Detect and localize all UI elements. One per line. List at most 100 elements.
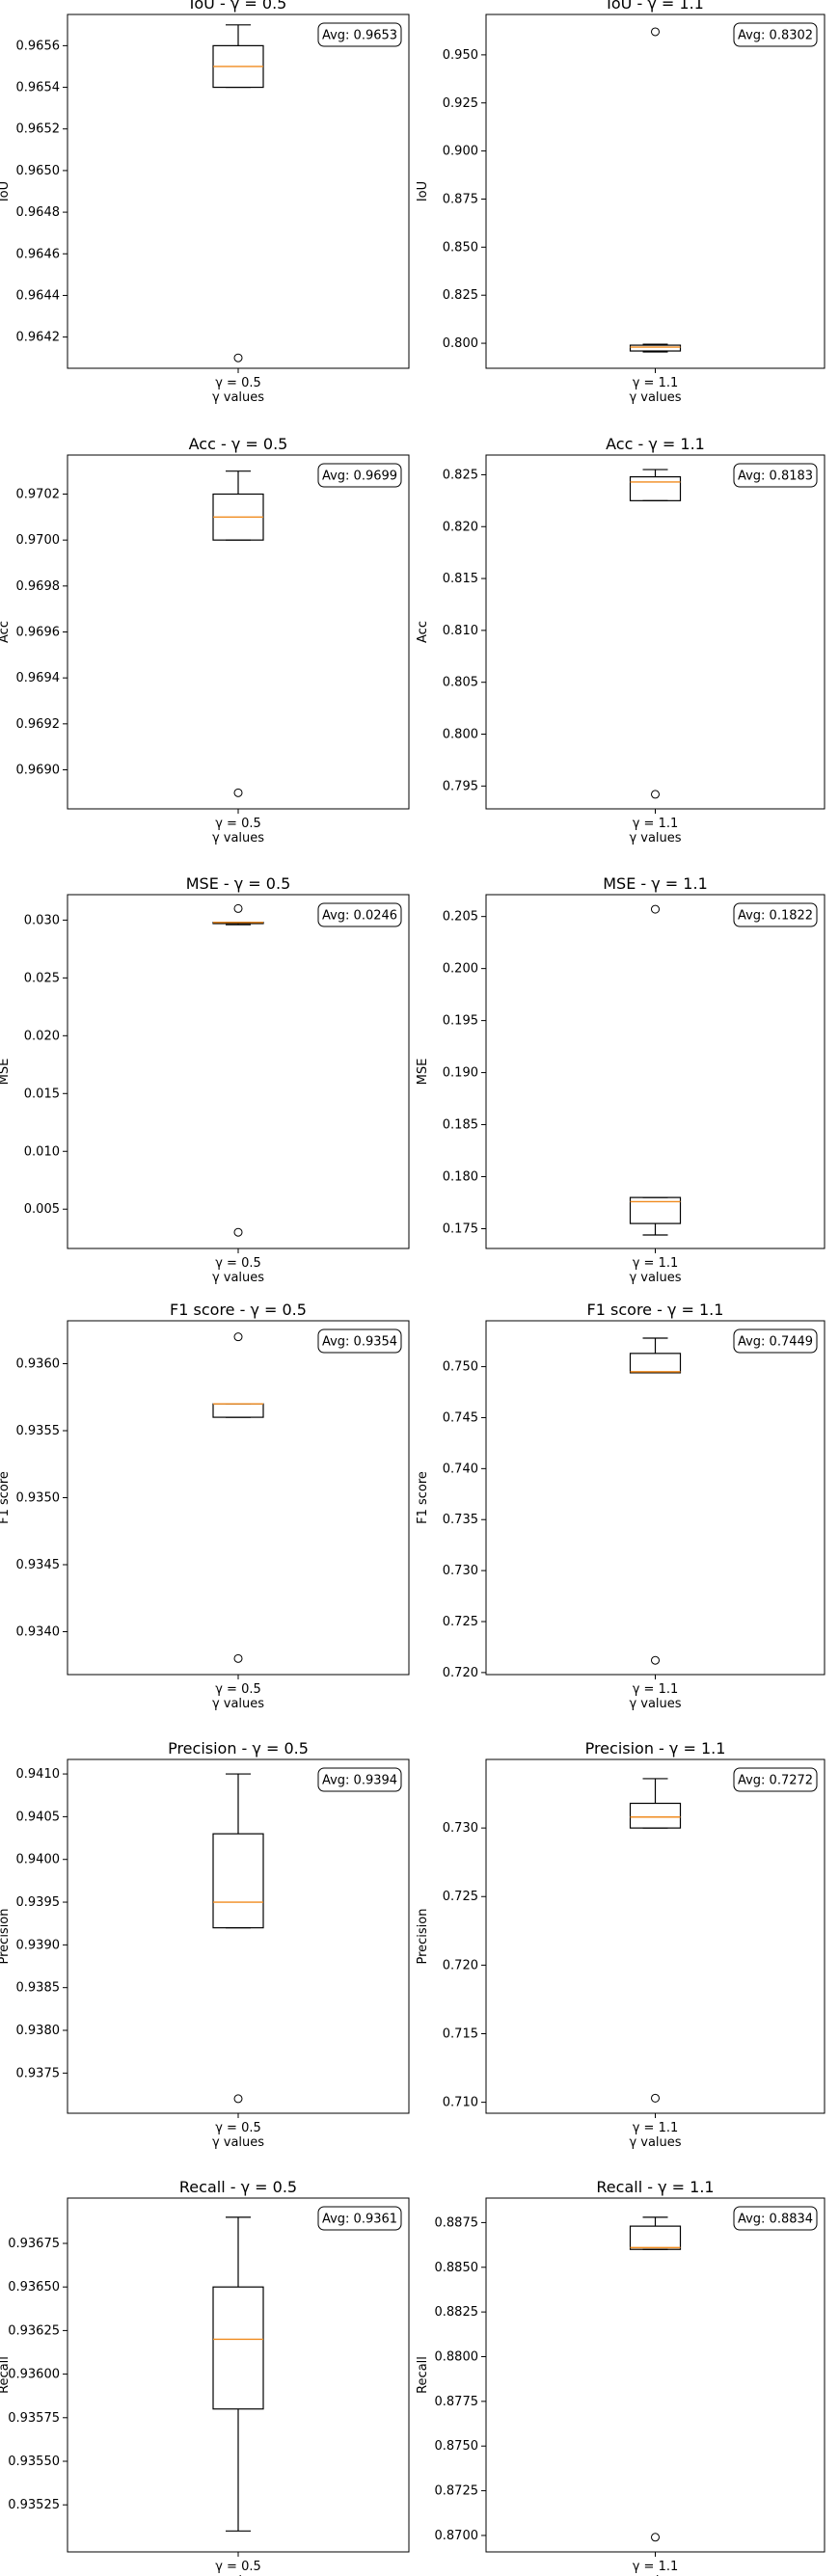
chart-panel: Acc - γ = 1.1 0.795 0.800 0.805 0.810 0.815 0.… [416, 435, 825, 845]
y-tick-label: 0.010 [24, 1144, 60, 1159]
y-tick-label: 0.93650 [8, 2280, 60, 2294]
x-tick-label: γ = 1.1 [633, 2560, 679, 2574]
avg-annotation-box [317, 2206, 402, 2231]
y-tick-label: 0.725 [443, 1890, 478, 1904]
chart-title: MSE - γ = 0.5 [186, 874, 291, 893]
outlier-point [651, 2093, 660, 2103]
chart-title: F1 score - γ = 1.1 [587, 1301, 724, 1319]
chart-title: Recall - γ = 1.1 [596, 2178, 714, 2196]
avg-annotation-text: Avg: 0.8834 [738, 2213, 813, 2227]
y-tick-label: 0.900 [443, 145, 478, 159]
y-axis-label: Acc [416, 621, 430, 643]
y-tick-label: 0.9380 [16, 2024, 61, 2038]
outlier-point [651, 1655, 660, 1665]
y-tick-label: 0.93550 [8, 2455, 60, 2469]
iqr-box [212, 2286, 264, 2410]
y-tick-label: 0.725 [443, 1615, 478, 1629]
x-tick-label: γ = 0.5 [215, 2560, 261, 2574]
x-axis-label: γ values [629, 1271, 681, 1285]
outlier-point [233, 1653, 243, 1663]
y-tick-label: 0.9690 [16, 763, 61, 777]
y-tick-label: 0.200 [443, 962, 478, 977]
outlier-point [233, 903, 243, 913]
y-tick-label: 0.9340 [16, 1625, 61, 1640]
y-tick-label: 0.720 [443, 1666, 478, 1680]
chart-title: MSE - γ = 1.1 [603, 874, 708, 893]
y-tick-label: 0.9395 [16, 1895, 61, 1910]
chart-panel: MSE - γ = 0.5 0.005 0.010 0.015 0.020 0.025 0.… [0, 874, 410, 1285]
y-axis-label: MSE [416, 1059, 430, 1086]
y-tick-label: 0.800 [443, 336, 478, 351]
y-tick-label: 0.8850 [435, 2261, 479, 2275]
y-tick-label: 0.8750 [435, 2439, 479, 2454]
y-tick-label: 0.93600 [8, 2368, 60, 2382]
chart-title: IoU - γ = 1.1 [607, 0, 704, 13]
y-tick-label: 0.825 [443, 288, 478, 303]
y-tick-label: 0.710 [443, 2096, 478, 2110]
y-tick-label: 0.730 [443, 1564, 478, 1578]
x-tick-label: γ = 0.5 [215, 1682, 261, 1697]
y-axis-label: Recall [416, 2356, 430, 2394]
y-tick-label: 0.815 [443, 572, 478, 586]
y-axis-label: F1 score [0, 1471, 12, 1524]
outlier-point [233, 353, 243, 362]
outlier-point [233, 1332, 243, 1342]
axes-frame [67, 454, 410, 810]
axes-frame [485, 894, 825, 1249]
y-tick-label: 0.205 [443, 910, 478, 925]
y-tick-label: 0.735 [443, 1513, 478, 1527]
avg-annotation-box [733, 22, 818, 47]
y-tick-label: 0.9646 [16, 247, 61, 261]
x-axis-label: γ values [629, 831, 681, 845]
iqr-box [629, 2225, 682, 2250]
y-tick-label: 0.8875 [435, 2215, 479, 2230]
y-tick-label: 0.730 [443, 1821, 478, 1836]
x-axis-label: γ values [212, 1697, 264, 1711]
x-axis-label: γ values [212, 2574, 264, 2576]
chart-title: IoU - γ = 0.5 [190, 0, 287, 13]
avg-annotation-box [317, 1767, 402, 1792]
outlier-point [233, 788, 243, 797]
x-tick-label: γ = 1.1 [633, 817, 679, 831]
y-tick-label: 0.185 [443, 1118, 478, 1133]
y-tick-label: 0.93525 [8, 2498, 60, 2512]
x-axis-label: γ values [212, 390, 264, 405]
y-tick-label: 0.9390 [16, 1938, 61, 1952]
chart-title: Acc - γ = 1.1 [606, 435, 705, 453]
chart-title: Recall - γ = 0.5 [179, 2178, 297, 2196]
y-tick-label: 0.180 [443, 1170, 478, 1185]
iqr-box [629, 1802, 682, 1829]
y-tick-label: 0.9650 [16, 164, 61, 178]
y-tick-label: 0.850 [443, 240, 478, 255]
outlier-point [233, 2094, 243, 2104]
y-tick-label: 0.875 [443, 192, 478, 206]
avg-annotation-text: Avg: 0.9394 [322, 1774, 397, 1788]
iqr-box [629, 1196, 682, 1224]
y-tick-label: 0.190 [443, 1066, 478, 1081]
avg-annotation-box [733, 1767, 818, 1792]
avg-annotation-box [317, 463, 402, 488]
y-tick-label: 0.795 [443, 779, 478, 793]
y-tick-label: 0.820 [443, 520, 478, 534]
avg-annotation-box [733, 463, 818, 488]
y-tick-label: 0.9405 [16, 1810, 61, 1824]
y-tick-label: 0.9692 [16, 717, 61, 732]
iqr-box [212, 1403, 264, 1418]
avg-annotation-box [317, 1328, 402, 1354]
axes-frame [67, 13, 410, 369]
avg-annotation-text: Avg: 0.9354 [322, 1335, 397, 1350]
y-tick-label: 0.195 [443, 1014, 478, 1029]
y-tick-label: 0.9648 [16, 205, 61, 220]
y-axis-label: Precision [416, 1908, 430, 1964]
x-axis-label: γ values [629, 2574, 681, 2576]
x-axis-label: γ values [212, 2135, 264, 2150]
axes-frame [485, 454, 825, 810]
axes-frame [485, 1320, 825, 1676]
x-axis-label: γ values [212, 831, 264, 845]
chart-title: Acc - γ = 0.5 [189, 435, 288, 453]
x-tick-label: γ = 1.1 [633, 1256, 679, 1271]
y-axis-label: IoU [0, 181, 12, 201]
chart-panel: F1 score - γ = 1.1 0.720 0.725 0.730 0.735 0.… [416, 1301, 825, 1711]
chart-panel: F1 score - γ = 0.5 0.9340 0.9345 0.9350 0.93… [0, 1301, 410, 1711]
